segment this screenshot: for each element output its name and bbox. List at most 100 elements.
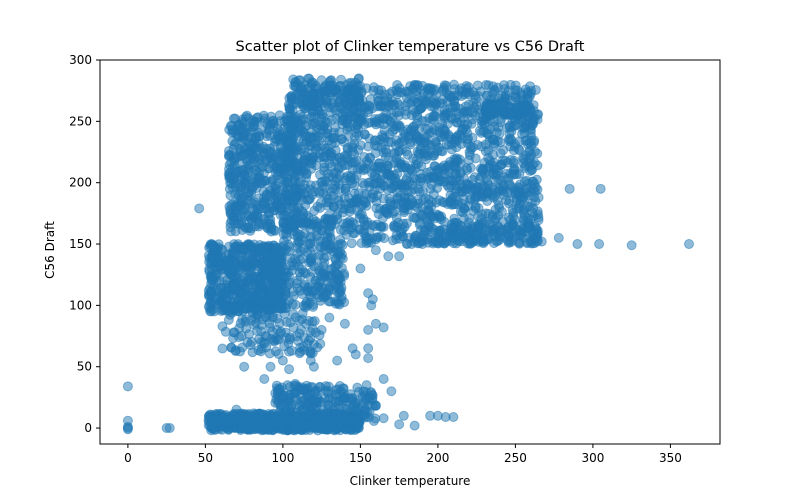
scatter-point bbox=[451, 180, 462, 191]
scatter-point bbox=[206, 264, 217, 275]
scatter-point bbox=[203, 285, 214, 296]
scatter-point bbox=[207, 253, 218, 264]
scatter-point bbox=[284, 364, 295, 375]
chart-title: Scatter plot of Clinker temperature vs C… bbox=[236, 39, 585, 55]
scatter-point bbox=[426, 211, 437, 222]
scatter-point bbox=[513, 144, 524, 155]
scatter-point bbox=[339, 193, 350, 204]
scatter-point bbox=[295, 346, 306, 357]
scatter-point bbox=[122, 424, 133, 435]
scatter-point bbox=[400, 192, 411, 203]
scatter-point bbox=[340, 403, 351, 414]
scatter-point bbox=[446, 199, 457, 210]
x-tick-label: 350 bbox=[659, 451, 682, 465]
scatter-point bbox=[311, 144, 322, 155]
scatter-point bbox=[228, 333, 239, 344]
scatter-point bbox=[259, 373, 270, 384]
scatter-point bbox=[504, 122, 515, 133]
scatter-point bbox=[399, 180, 410, 191]
scatter-point bbox=[270, 167, 281, 178]
scatter-point bbox=[406, 239, 417, 250]
scatter-point bbox=[347, 142, 358, 153]
scatter-point bbox=[323, 395, 334, 406]
scatter-point bbox=[400, 109, 411, 120]
scatter-point bbox=[389, 206, 400, 217]
scatter-point bbox=[268, 267, 279, 278]
scatter-point bbox=[410, 163, 421, 174]
scatter-point bbox=[564, 183, 575, 194]
scatter-point bbox=[308, 88, 319, 99]
scatter-point bbox=[394, 419, 405, 430]
scatter-point bbox=[285, 317, 296, 328]
scatter-point bbox=[253, 138, 264, 149]
scatter-point bbox=[371, 234, 382, 245]
y-tick-label: 50 bbox=[77, 360, 92, 374]
scatter-point bbox=[289, 226, 300, 237]
scatter-point bbox=[194, 203, 205, 214]
scatter-point bbox=[409, 213, 420, 223]
scatter-point bbox=[295, 75, 306, 86]
scatter-point bbox=[217, 424, 228, 435]
scatter-point bbox=[350, 405, 361, 416]
scatter-point bbox=[268, 118, 279, 129]
scatter-point bbox=[553, 232, 564, 243]
scatter-point bbox=[305, 327, 316, 338]
scatter-point bbox=[500, 89, 511, 100]
scatter-point bbox=[455, 158, 466, 169]
scatter-point bbox=[276, 278, 287, 289]
scatter-point bbox=[370, 245, 381, 256]
scatter-point bbox=[363, 353, 374, 364]
scatter-point bbox=[409, 121, 420, 132]
scatter-point bbox=[311, 122, 322, 133]
scatter-point bbox=[473, 211, 484, 222]
scatter-point bbox=[350, 349, 361, 360]
scatter-point bbox=[533, 192, 544, 203]
scatter-point bbox=[523, 212, 534, 223]
scatter-point bbox=[239, 361, 250, 372]
scatter-point bbox=[272, 313, 283, 324]
scatter-point bbox=[360, 198, 371, 209]
scatter-point bbox=[342, 124, 353, 135]
scatter-point bbox=[203, 420, 214, 431]
scatter-point bbox=[461, 83, 472, 94]
scatter-point bbox=[469, 183, 480, 194]
scatter-point bbox=[231, 404, 242, 415]
scatter-point bbox=[379, 233, 390, 244]
y-tick-label: 250 bbox=[69, 114, 92, 128]
scatter-point bbox=[455, 206, 466, 217]
scatter-point bbox=[122, 415, 133, 426]
scatter-point bbox=[330, 122, 341, 133]
scatter-point bbox=[321, 229, 332, 240]
scatter-point bbox=[502, 235, 513, 246]
scatter-point bbox=[383, 251, 394, 262]
scatter-point bbox=[312, 425, 323, 436]
scatter-point bbox=[227, 172, 238, 183]
scatter-point bbox=[246, 315, 257, 326]
scatter-point bbox=[472, 80, 483, 91]
scatter-point bbox=[366, 300, 377, 311]
scatter-point bbox=[332, 355, 343, 366]
scatter-point bbox=[392, 89, 403, 100]
scatter-point bbox=[233, 152, 244, 163]
scatter-point bbox=[442, 169, 453, 180]
scatter-point bbox=[477, 223, 488, 233]
scatter-point bbox=[572, 239, 583, 250]
scatter-point bbox=[215, 260, 226, 271]
scatter-point bbox=[446, 139, 457, 150]
scatter-point bbox=[335, 285, 346, 296]
scatter-point bbox=[533, 109, 544, 120]
scatter-point bbox=[370, 400, 381, 411]
scatter-point bbox=[368, 161, 379, 172]
scatter-point bbox=[294, 88, 305, 99]
scatter-point bbox=[315, 267, 326, 278]
scatter-point bbox=[343, 415, 354, 426]
scatter-point bbox=[417, 173, 428, 184]
scatter-point bbox=[319, 257, 330, 268]
scatter-point bbox=[409, 420, 420, 431]
scatter-point bbox=[523, 189, 534, 200]
scatter-point bbox=[448, 412, 459, 423]
scatter-point bbox=[430, 98, 441, 109]
scatter-point bbox=[358, 398, 369, 409]
scatter-point bbox=[294, 328, 305, 339]
scatter-point bbox=[311, 230, 322, 241]
